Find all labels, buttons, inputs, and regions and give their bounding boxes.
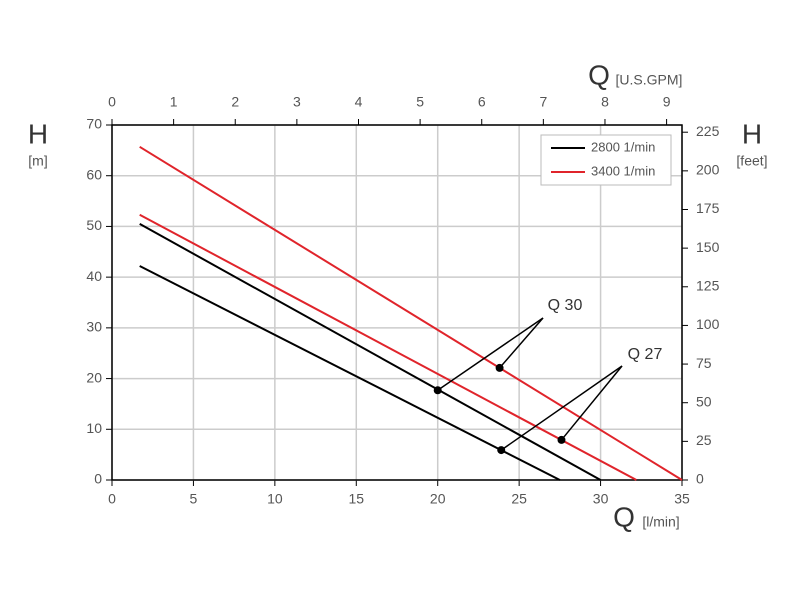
x2-tick-label: 8 [601, 94, 609, 110]
y2-axis-unit: [feet] [736, 153, 767, 169]
y-tick-label: 60 [86, 166, 102, 182]
y2-tick-label: 225 [696, 123, 720, 139]
x2-tick-label: 6 [478, 94, 486, 110]
y-tick-label: 50 [86, 217, 102, 233]
y-tick-label: 30 [86, 319, 102, 335]
legend-label: 3400 1/min [591, 163, 655, 178]
x-tick-label: 5 [190, 491, 198, 507]
x2-axis-symbol: Q [588, 59, 610, 90]
x-tick-label: 25 [511, 491, 527, 507]
curve [139, 265, 561, 481]
y-tick-label: 20 [86, 369, 102, 385]
x-tick-label: 10 [267, 491, 283, 507]
x2-tick-label: 5 [416, 94, 424, 110]
x2-tick-label: 4 [355, 94, 363, 110]
x2-tick-label: 1 [170, 94, 178, 110]
y-tick-label: 10 [86, 420, 102, 436]
y2-tick-label: 75 [696, 355, 712, 371]
x2-tick-label: 3 [293, 94, 301, 110]
x-axis-unit: [l/min] [642, 514, 679, 530]
y2-tick-label: 175 [696, 200, 720, 216]
curve [139, 145, 683, 481]
operating-point [495, 363, 504, 372]
y-axis-symbol: H [28, 118, 48, 149]
y2-tick-label: 200 [696, 162, 720, 178]
operating-point [433, 386, 442, 395]
x2-tick-label: 9 [663, 94, 671, 110]
legend-label: 2800 1/min [591, 139, 655, 154]
x-tick-label: 30 [593, 491, 609, 507]
y2-axis-symbol: H [742, 118, 762, 149]
operating-point [497, 446, 506, 455]
callout-line [560, 365, 623, 441]
x-tick-label: 35 [674, 491, 690, 507]
y-tick-label: 0 [94, 471, 102, 487]
callout-line [437, 317, 544, 391]
y-axis-unit: [m] [28, 153, 47, 169]
operating-point [557, 435, 566, 444]
x-tick-label: 15 [348, 491, 364, 507]
y2-tick-label: 0 [696, 471, 704, 487]
y2-tick-label: 150 [696, 239, 720, 255]
y2-tick-label: 25 [696, 432, 712, 448]
y2-tick-label: 50 [696, 393, 712, 409]
plot-frame [111, 124, 683, 481]
x-tick-label: 20 [430, 491, 446, 507]
callout-line [500, 365, 623, 451]
x-tick-label: 0 [108, 491, 116, 507]
curve [139, 213, 637, 481]
x2-tick-label: 2 [231, 94, 239, 110]
y-tick-label: 40 [86, 268, 102, 284]
y2-tick-label: 100 [696, 316, 720, 332]
y-tick-label: 70 [86, 116, 102, 132]
annotation-label: Q 27 [628, 346, 663, 363]
curve [139, 223, 602, 481]
x2-tick-label: 7 [539, 94, 547, 110]
callout-line [499, 317, 544, 369]
x2-axis-unit: [U.S.GPM] [616, 72, 683, 88]
x2-tick-label: 0 [108, 94, 116, 110]
annotation-label: Q 30 [548, 297, 583, 314]
y2-tick-label: 125 [696, 277, 720, 293]
legend-box [540, 134, 672, 186]
x-axis-symbol: Q [613, 501, 635, 532]
